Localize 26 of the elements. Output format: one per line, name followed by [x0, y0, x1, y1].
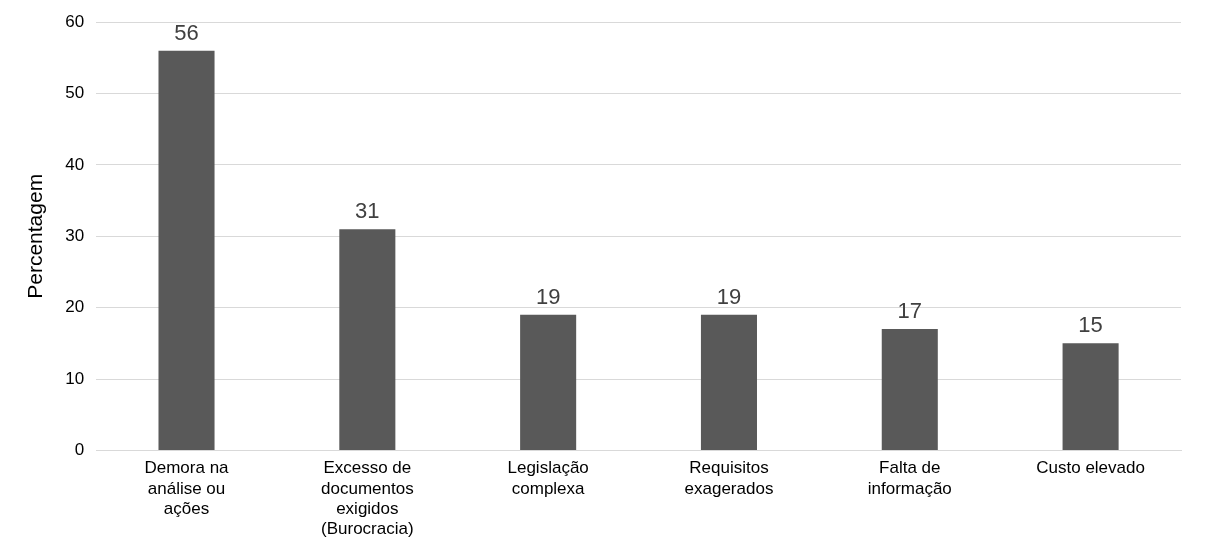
y-tick-label: 20 — [65, 297, 85, 317]
x-tick-label: Custo elevado — [1036, 458, 1145, 478]
data-label: 56 — [174, 19, 199, 45]
y-axis-title: Percentagem — [23, 173, 47, 299]
bar — [700, 314, 757, 450]
x-tick-label: Demora na análise ou ações — [144, 458, 230, 519]
y-tick-label: 30 — [65, 225, 85, 245]
bar — [520, 314, 577, 450]
bar — [1062, 343, 1119, 450]
data-label: 19 — [716, 283, 742, 309]
data-label: 19 — [535, 283, 561, 309]
data-label: 17 — [897, 298, 923, 324]
x-tick-label: Requisitos exagerados — [684, 458, 774, 498]
y-tick-label: 50 — [65, 83, 85, 103]
x-tick-label: Legislação complexa — [507, 458, 589, 498]
bar — [339, 229, 396, 450]
x-tick-label: Falta de informação — [867, 458, 952, 498]
y-tick-label: 0 — [74, 440, 85, 460]
bar — [158, 50, 215, 450]
data-label: 31 — [355, 198, 380, 224]
data-label: 15 — [1078, 312, 1103, 338]
y-tick-label: 10 — [65, 368, 85, 388]
bar — [881, 329, 938, 450]
x-tick-label: Excesso de documentos exigidos (Burocracia) — [321, 458, 414, 539]
y-tick-label: 60 — [65, 11, 85, 31]
y-tick-label: 40 — [65, 154, 85, 174]
